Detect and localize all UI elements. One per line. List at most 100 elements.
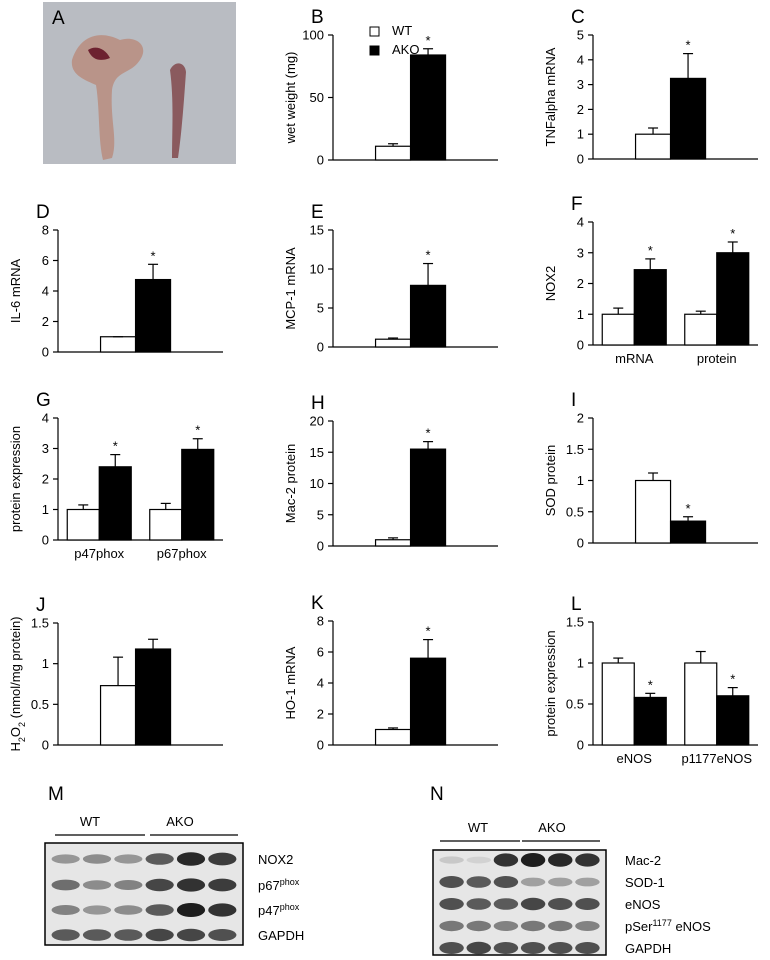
blot-band — [548, 853, 573, 867]
y-tick-label: 1 — [577, 473, 584, 488]
bar — [181, 448, 215, 541]
y-tick-label: 0 — [577, 152, 584, 167]
blot-band — [176, 928, 206, 942]
bar — [684, 662, 718, 746]
y-tick-label: 0 — [317, 340, 324, 355]
panel-label: N — [430, 784, 444, 805]
y-axis-label: HO-1 mRNA — [283, 646, 298, 719]
x-tick-label: p67phox — [157, 546, 207, 561]
y-tick-label: 4 — [42, 411, 49, 426]
blot-band — [520, 920, 546, 932]
blot-band — [439, 942, 464, 954]
y-tick-label: 4 — [42, 284, 49, 299]
y-tick-label: 0.5 — [566, 697, 584, 712]
y-tick-label: 2 — [577, 411, 584, 426]
error-bar — [613, 657, 624, 663]
error-bar — [388, 143, 399, 147]
error-bar — [148, 638, 159, 650]
y-tick-label: 0 — [317, 539, 324, 554]
y-tick-label: 1 — [577, 307, 584, 322]
bar — [134, 278, 172, 353]
y-tick-label: 3 — [42, 441, 49, 456]
y-axis-label: MCP-1 mRNA — [283, 247, 298, 330]
significance-mark: * — [426, 426, 431, 441]
y-tick-label: 50 — [310, 90, 324, 105]
y-tick-label: 4 — [577, 215, 584, 230]
bar — [409, 657, 447, 746]
blot-band — [575, 921, 600, 931]
blot-band — [548, 942, 573, 954]
blot-band — [82, 880, 112, 890]
error-bar — [423, 48, 434, 55]
bar — [669, 520, 707, 544]
significance-mark: * — [730, 226, 735, 241]
y-tick-label: 0.5 — [31, 697, 49, 712]
blot-band — [493, 942, 519, 954]
significance-mark: * — [113, 439, 118, 454]
blot-band — [145, 928, 174, 942]
bar — [669, 77, 707, 160]
y-tick-label: 2 — [577, 276, 584, 291]
y-axis-label: Mac-2 protein — [283, 444, 298, 523]
y-tick-label: 100 — [302, 28, 324, 43]
error-bar — [645, 258, 656, 270]
row-label: Mac-2 — [625, 853, 661, 868]
significance-mark: * — [195, 423, 200, 438]
bar — [634, 479, 672, 544]
bar — [134, 648, 172, 746]
error-bar — [727, 686, 738, 696]
text-part: H — [8, 742, 23, 751]
blot-band — [575, 877, 600, 887]
bar — [149, 508, 183, 541]
error-bar — [613, 307, 624, 315]
error-bar — [423, 262, 434, 286]
blot-band — [176, 878, 206, 892]
y-tick-label: 0 — [42, 738, 49, 753]
y-axis-label: protein expression — [543, 630, 558, 736]
blot-band — [82, 854, 112, 864]
blot-band — [145, 853, 174, 865]
panel-label: E — [311, 202, 324, 223]
y-tick-label: 5 — [317, 301, 324, 316]
group-label: AKO — [166, 814, 193, 829]
blot-band — [208, 929, 237, 941]
blot-band — [439, 856, 464, 864]
panel-label: G — [36, 390, 51, 411]
error-bar — [423, 441, 434, 450]
y-tick-label: 1 — [42, 656, 49, 671]
error-bar — [110, 454, 121, 467]
text-part: phox — [280, 877, 300, 887]
bar — [374, 145, 412, 161]
error-bar — [148, 263, 159, 280]
blot-band — [520, 877, 546, 887]
y-tick-label: 0.5 — [566, 504, 584, 519]
text-part: (nmol/mg protein) — [8, 616, 23, 721]
y-tick-label: 8 — [42, 223, 49, 238]
y-tick-label: 15 — [310, 445, 324, 460]
significance-mark: * — [648, 243, 653, 258]
bar — [374, 728, 412, 746]
bar — [716, 695, 750, 746]
bar — [633, 269, 667, 346]
y-axis-label: wet weight (mg) — [283, 52, 298, 145]
blot-band — [439, 898, 464, 910]
photo-panel: A — [43, 2, 236, 164]
y-tick-label: 4 — [577, 52, 584, 67]
blot-band — [493, 898, 519, 910]
bar — [716, 252, 750, 346]
bar — [374, 539, 412, 547]
blot-band — [114, 929, 143, 941]
blot-band — [466, 898, 491, 910]
row-label: GAPDH — [258, 928, 304, 943]
y-tick-label: 0 — [577, 338, 584, 353]
y-tick-label: 0 — [577, 738, 584, 753]
bar — [409, 284, 447, 348]
y-axis-label: SOD protein — [543, 445, 558, 517]
panel-label: B — [311, 7, 324, 28]
y-tick-label: 6 — [42, 253, 49, 268]
bar — [634, 133, 672, 160]
blot-band — [82, 905, 112, 915]
blot-band — [82, 929, 112, 941]
row-label: p47phox — [258, 902, 300, 918]
y-axis-label: TNFalpha mRNA — [543, 47, 558, 146]
